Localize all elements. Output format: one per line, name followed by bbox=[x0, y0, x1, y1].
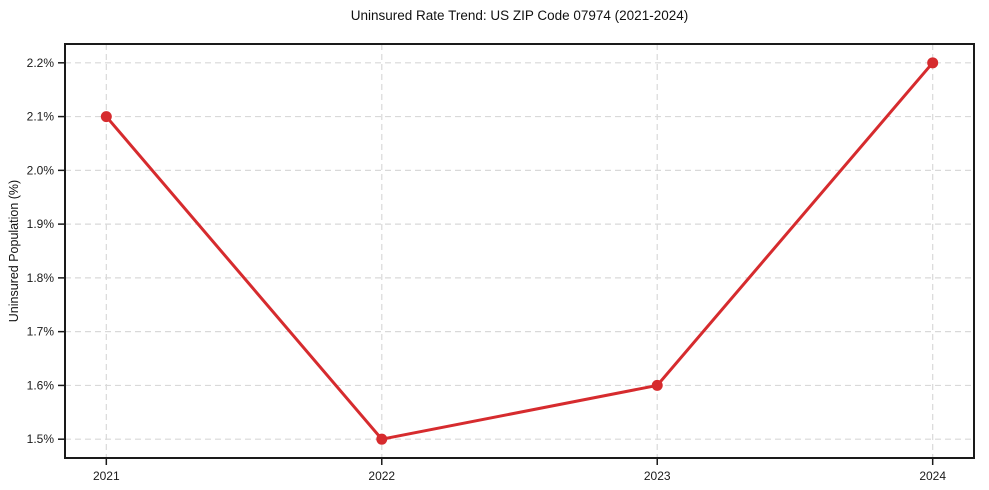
plot-border bbox=[64, 43, 975, 459]
data-point bbox=[100, 111, 112, 123]
y-tick-label: 1.5% bbox=[27, 432, 55, 446]
trend-line bbox=[104, 61, 935, 441]
x-tick-label: 2024 bbox=[919, 469, 946, 483]
y-tick-label: 1.8% bbox=[27, 271, 55, 285]
y-tick-label: 1.9% bbox=[27, 217, 55, 231]
data-point bbox=[651, 379, 663, 391]
y-tick-label: 2.2% bbox=[27, 56, 55, 70]
x-tick-label: 2021 bbox=[93, 469, 120, 483]
chart-title: Uninsured Rate Trend: US ZIP Code 07974 … bbox=[350, 8, 689, 23]
data-point bbox=[376, 433, 388, 445]
x-tick-label: 2023 bbox=[644, 469, 671, 483]
y-tick-label: 2.1% bbox=[27, 110, 55, 124]
x-tick-label: 2022 bbox=[368, 469, 395, 483]
y-tick-label: 2.0% bbox=[27, 163, 55, 177]
y-tick-label: 1.6% bbox=[27, 378, 55, 392]
y-tick-label: 1.7% bbox=[27, 325, 55, 339]
data-point bbox=[927, 57, 939, 69]
